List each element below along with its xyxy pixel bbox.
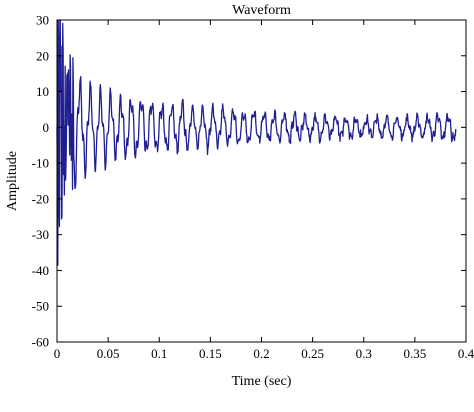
x-tick-label: 0.1 [151, 346, 167, 361]
y-tick-label: 10 [36, 84, 49, 99]
y-tick-label: -10 [32, 156, 49, 171]
x-tick-label: 0.15 [199, 346, 222, 361]
y-tick-label: -60 [32, 335, 49, 350]
waveform-series-line [56, 19, 457, 266]
y-tick-label: -30 [32, 227, 49, 242]
y-axis-label: Amplitude [5, 151, 20, 211]
y-tick-label: -40 [32, 263, 49, 278]
x-tick-label: 0.3 [356, 346, 372, 361]
y-tick-label: 20 [36, 48, 49, 63]
x-tick-label: 0.05 [97, 346, 120, 361]
x-tick-label: 0.25 [301, 346, 324, 361]
y-tick-label: -20 [32, 191, 49, 206]
x-tick-label: 0 [54, 346, 61, 361]
x-tick-label: 0.35 [404, 346, 427, 361]
x-tick-label: 0.2 [253, 346, 269, 361]
x-tick-label: 0.4 [458, 346, 474, 361]
ticks-layer: 0 0.05 0.1 0.15 0.2 0.25 0.3 0.35 0.4 -60 -50 -40 -3… [32, 13, 474, 362]
chart-title: Waveform [232, 3, 291, 18]
y-tick-label: 0 [43, 120, 50, 135]
y-tick-label: -50 [32, 299, 49, 314]
y-tick-label: 30 [36, 13, 49, 28]
x-axis-label: Time (sec) [232, 374, 292, 389]
plot-layer [56, 19, 457, 266]
